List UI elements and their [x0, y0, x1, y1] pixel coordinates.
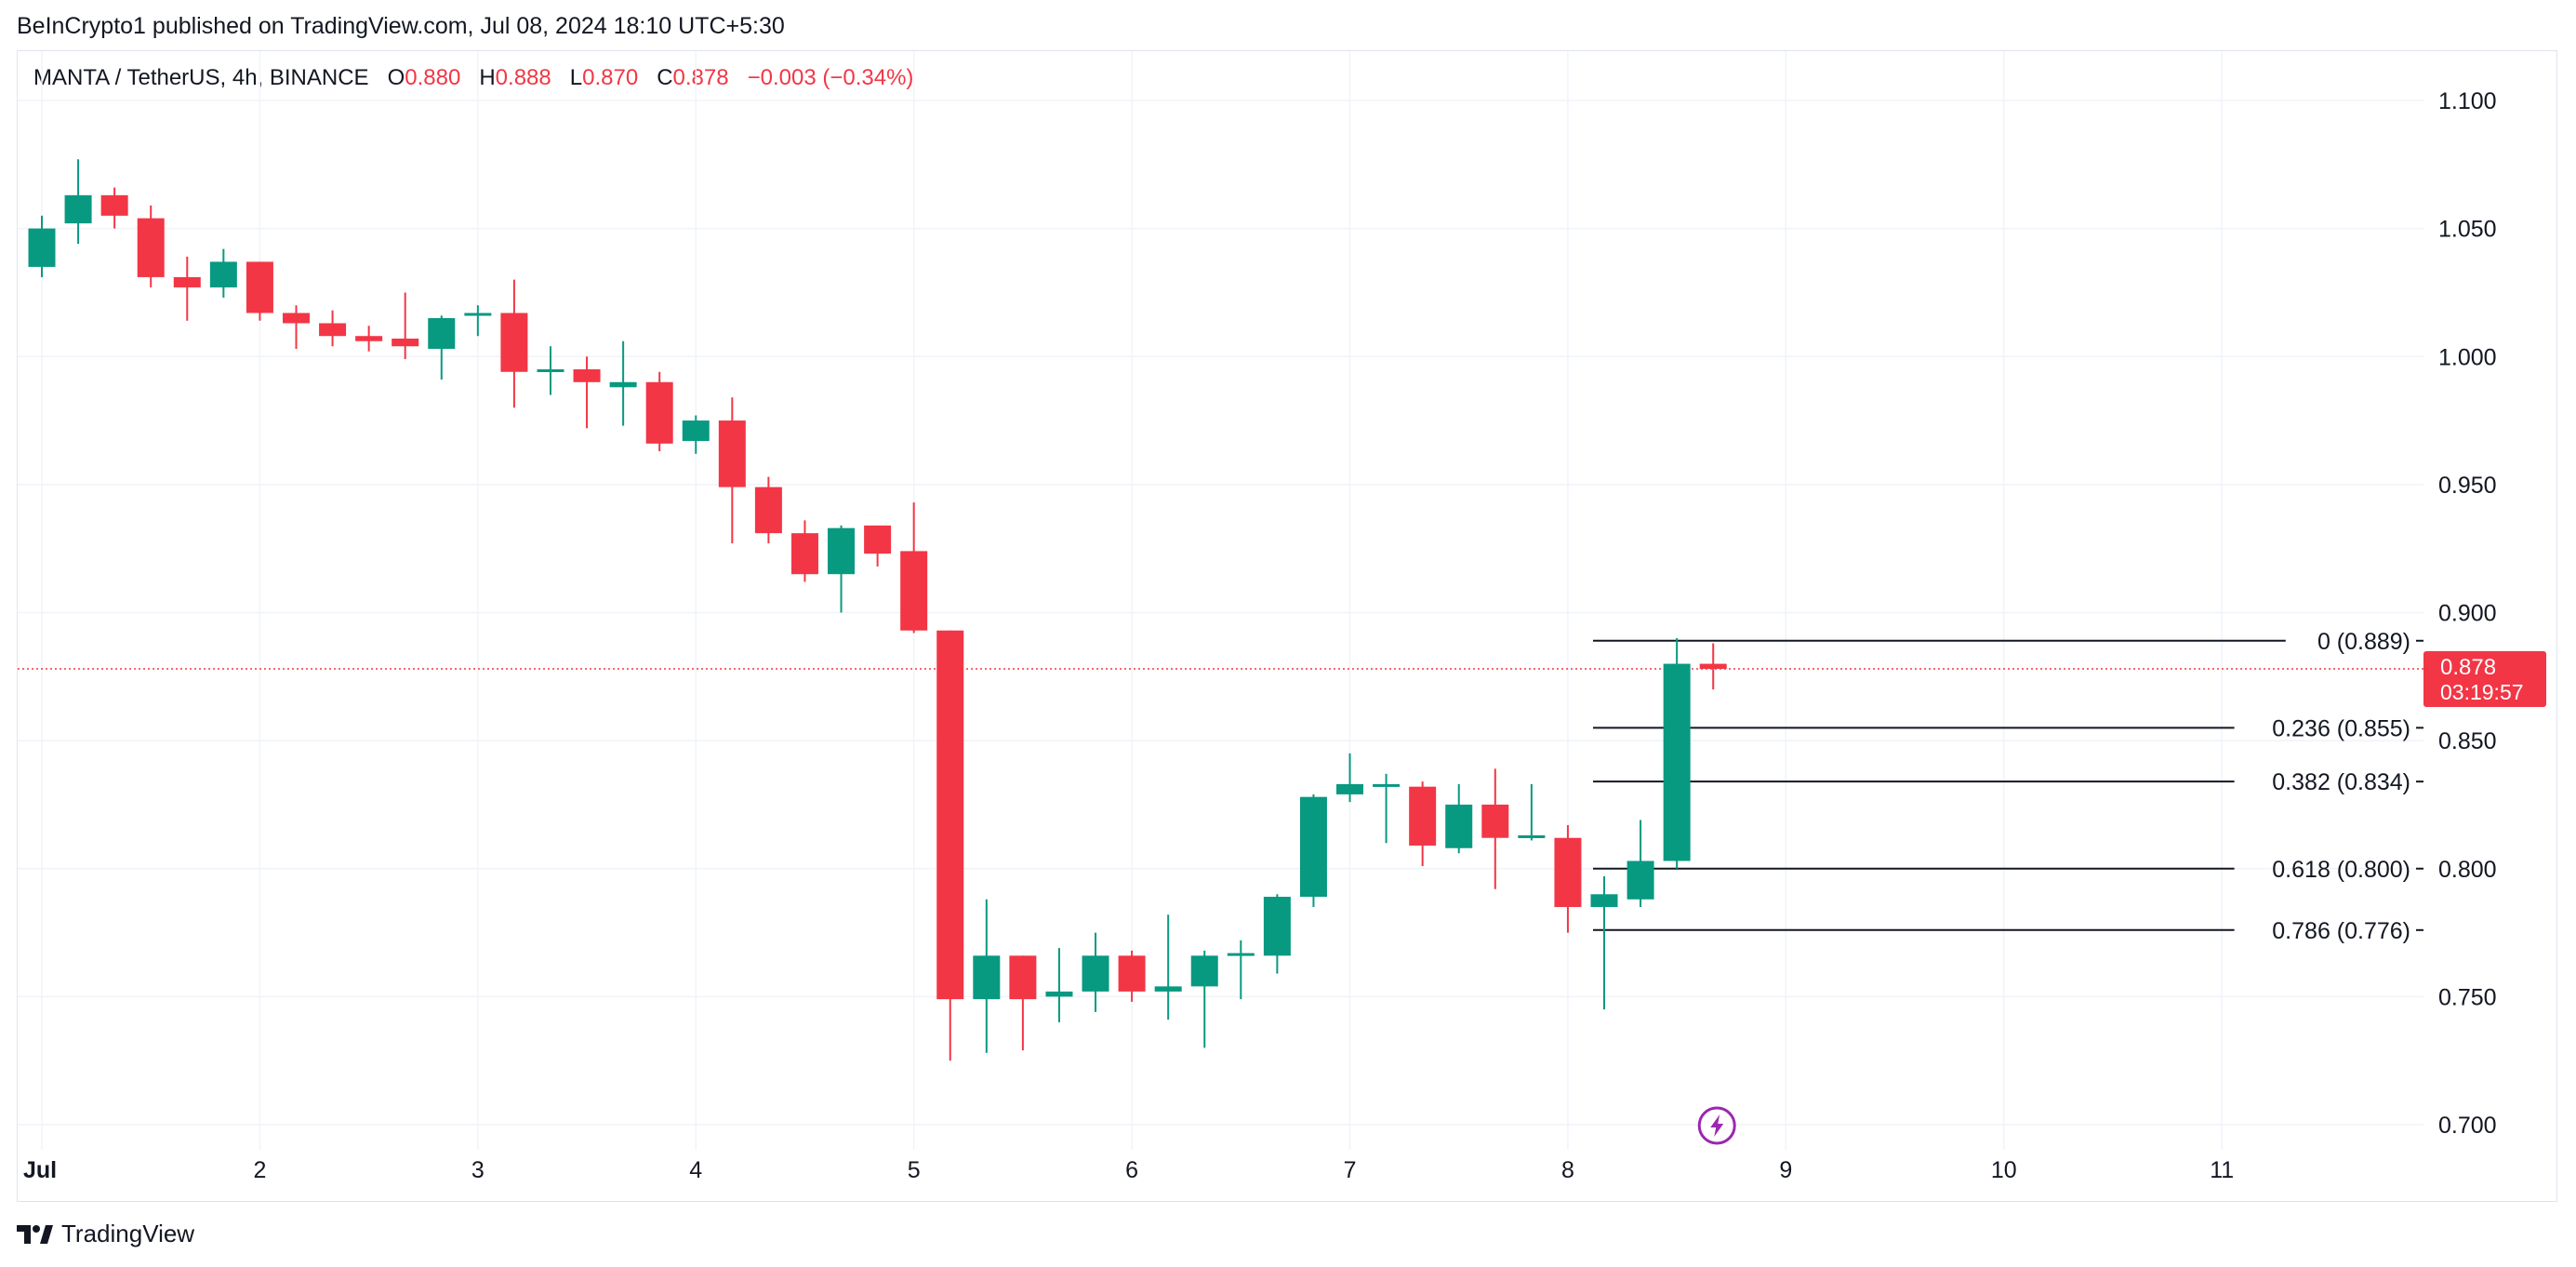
candle-body-down — [936, 630, 964, 1000]
x-axis-tick-label: 6 — [1125, 1157, 1138, 1183]
candle-body-down — [1409, 786, 1437, 846]
candle-body-up — [973, 955, 1001, 1000]
candle-body-down — [319, 323, 347, 337]
candle-body-up — [209, 261, 237, 287]
y-axis-tick-label: 0.750 — [2438, 984, 2497, 1010]
candle-body-down — [790, 533, 818, 575]
y-axis-tick-label: 0.850 — [2438, 728, 2497, 754]
candle-body-up — [1590, 894, 1618, 908]
candle-body-up — [1663, 663, 1691, 861]
candle-body-up — [64, 194, 92, 224]
candle-body-down — [718, 420, 746, 487]
x-axis-tick-label: 3 — [471, 1157, 485, 1183]
candle-body-up — [1227, 953, 1255, 956]
open-label: O — [387, 65, 405, 90]
x-axis-tick-label: 8 — [1561, 1157, 1574, 1183]
candle-body-up — [1336, 783, 1364, 794]
y-axis-tick-label: 1.100 — [2438, 88, 2497, 114]
candle-body-up — [1373, 783, 1401, 787]
x-axis-tick-label: 9 — [1779, 1157, 1792, 1183]
fib-level-label: 0.786 (0.776) — [2272, 918, 2410, 944]
candle-body-down — [1554, 837, 1582, 908]
candle-body-down — [900, 551, 928, 631]
fib-level-label: 0.382 (0.834) — [2272, 769, 2410, 795]
candle-body-up — [1445, 804, 1473, 848]
x-axis-tick-label: 11 — [2210, 1157, 2234, 1183]
candle-body-up — [828, 527, 856, 575]
brand-label: TradingView — [61, 1220, 195, 1247]
publish-info: BeInCrypto1 published on TradingView.com… — [17, 13, 785, 39]
candle-body-down — [500, 313, 528, 372]
candle-body-down — [754, 487, 782, 534]
candle-body-down — [173, 276, 201, 287]
candle-body-down — [1481, 804, 1509, 838]
x-axis-tick-label: 5 — [908, 1157, 921, 1183]
bar-countdown: 03:19:57 — [2440, 680, 2524, 704]
candle-body-up — [1263, 897, 1291, 956]
candle-body-down — [100, 194, 128, 216]
candle-body-up — [464, 313, 492, 316]
fib-level-label: 0.236 (0.855) — [2272, 715, 2410, 741]
x-axis-tick-label: 10 — [1991, 1157, 2017, 1183]
y-axis-tick-label: 0.700 — [2438, 1113, 2497, 1139]
y-axis-tick-label: 1.050 — [2438, 217, 2497, 243]
candle-body-up — [1190, 955, 1218, 987]
candle-body-up — [609, 381, 637, 388]
candle-body-down — [1118, 955, 1146, 992]
candle-body-down — [864, 525, 892, 554]
low-value: 0.870 — [582, 65, 639, 90]
symbol-title[interactable]: MANTA / TetherUS, 4h, BINANCE — [33, 65, 369, 90]
candle-body-up — [1045, 991, 1073, 997]
price-change: −0.003 (−0.34%) — [747, 65, 914, 90]
tradingview-brand[interactable]: TradingView — [17, 1220, 194, 1248]
close-label: C — [657, 65, 673, 90]
symbol-legend: MANTA / TetherUS, 4h, BINANCE O0.880 H0.… — [33, 65, 913, 91]
candle-body-down — [1699, 663, 1727, 670]
close-value: 0.878 — [672, 65, 729, 90]
tradingview-logo-icon — [17, 1224, 53, 1244]
y-axis-tick-label: 0.900 — [2438, 601, 2497, 627]
candle-body-down — [137, 218, 165, 277]
high-value: 0.888 — [495, 65, 551, 90]
candle-body-down — [282, 313, 310, 324]
fib-level-label: 0 (0.889) — [2317, 629, 2410, 655]
candle-body-down — [392, 338, 419, 347]
fib-level-label: 0.618 (0.800) — [2272, 857, 2410, 883]
candle-body-down — [1009, 955, 1037, 1000]
candle-body-down — [645, 381, 673, 444]
candle-body-up — [682, 420, 710, 442]
open-value: 0.880 — [405, 65, 461, 90]
candle-body-up — [428, 317, 456, 349]
high-label: H — [479, 65, 496, 90]
x-axis-tick-label: 7 — [1344, 1157, 1357, 1183]
candle-body-down — [246, 261, 273, 313]
candle-body-up — [28, 228, 56, 267]
lightning-bolt-icon — [1710, 1114, 1724, 1137]
chart-pane[interactable] — [17, 50, 2557, 1202]
candle-body-up — [1627, 860, 1654, 900]
last-price-value: 0.878 — [2440, 655, 2496, 680]
candle-body-down — [355, 336, 383, 341]
candle-body-up — [1299, 796, 1327, 898]
x-axis-tick-label: 2 — [253, 1157, 266, 1183]
y-axis-tick-label: 0.800 — [2438, 857, 2497, 883]
y-axis-tick-label: 0.950 — [2438, 473, 2497, 499]
candle-body-down — [573, 369, 601, 382]
candle-body-up — [1154, 986, 1182, 992]
candle-body-up — [1518, 834, 1546, 838]
x-axis-tick-label: Jul — [23, 1157, 57, 1183]
candle-body-up — [1082, 955, 1109, 992]
candle-body-up — [537, 369, 564, 373]
low-label: L — [569, 65, 583, 90]
x-axis-tick-label: 4 — [689, 1157, 702, 1183]
last-price-badge — [2423, 651, 2546, 708]
y-axis-tick-label: 1.000 — [2438, 344, 2497, 370]
